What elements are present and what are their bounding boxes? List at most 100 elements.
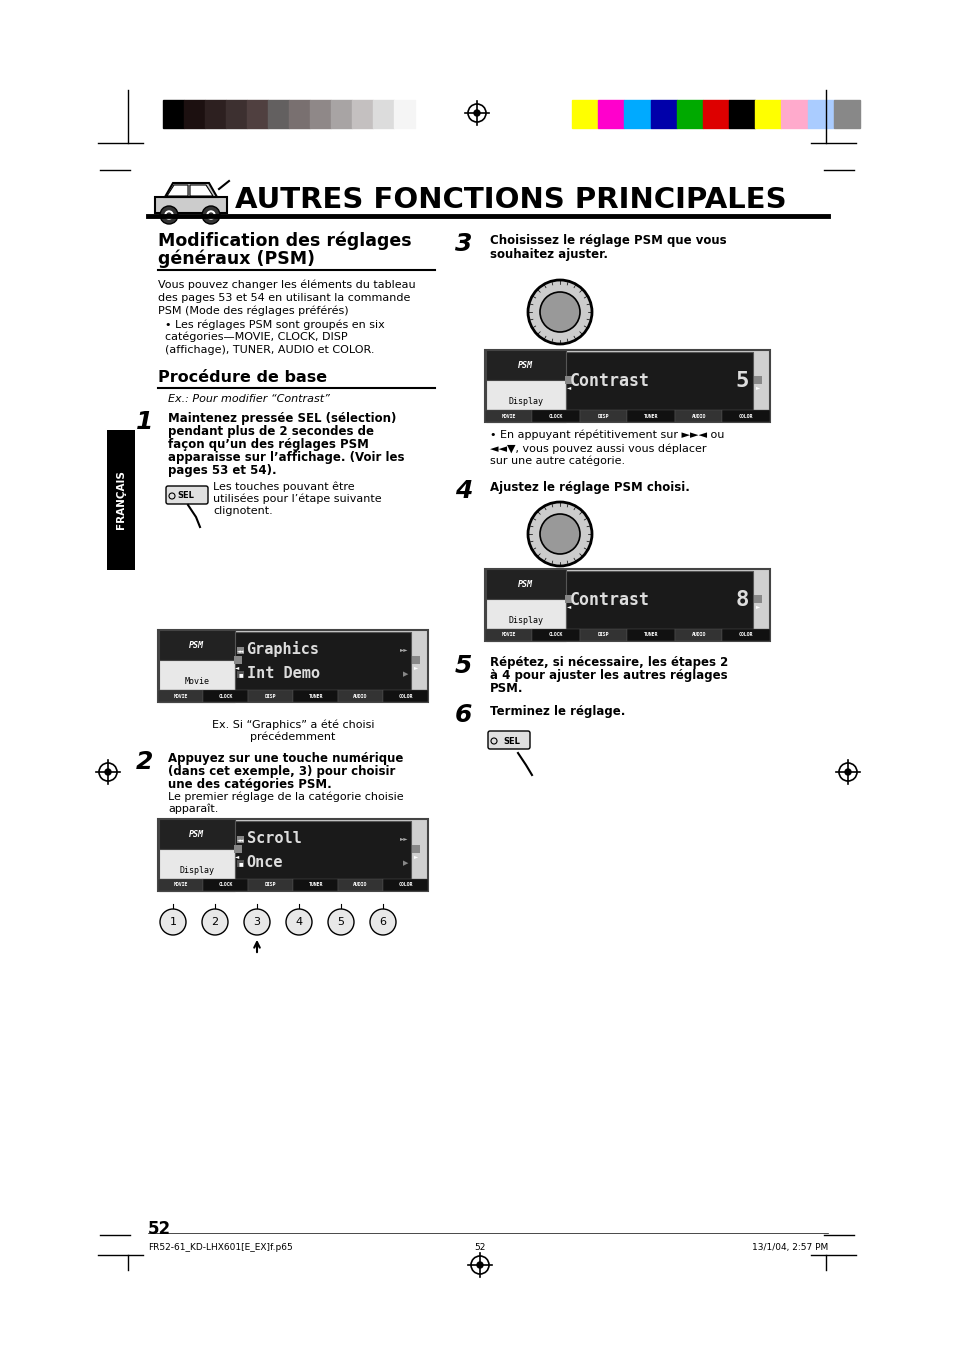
Bar bbox=[203, 880, 248, 892]
Text: AUTRES FONCTIONS PRINCIPALES: AUTRES FONCTIONS PRINCIPALES bbox=[234, 186, 786, 213]
Text: (affichage), TUNER, AUDIO et COLOR.: (affichage), TUNER, AUDIO et COLOR. bbox=[158, 345, 375, 355]
Text: 1: 1 bbox=[170, 917, 176, 927]
Text: TUNER: TUNER bbox=[643, 413, 658, 419]
Bar bbox=[728, 100, 755, 128]
Text: PSM: PSM bbox=[517, 580, 533, 589]
Bar bbox=[158, 880, 428, 892]
Bar bbox=[565, 571, 752, 630]
Text: ►: ► bbox=[755, 604, 760, 609]
Bar bbox=[675, 630, 721, 640]
Bar bbox=[532, 409, 579, 422]
Text: 52: 52 bbox=[148, 1220, 171, 1238]
Text: Appuyez sur une touche numérique: Appuyez sur une touche numérique bbox=[168, 753, 403, 765]
Bar bbox=[158, 819, 428, 892]
Text: AUDIO: AUDIO bbox=[691, 632, 705, 638]
Bar bbox=[394, 100, 415, 128]
Bar bbox=[627, 409, 675, 422]
Bar bbox=[598, 100, 623, 128]
Text: Display: Display bbox=[508, 397, 543, 405]
Bar bbox=[184, 100, 205, 128]
Text: 5: 5 bbox=[337, 917, 344, 927]
Text: 5: 5 bbox=[455, 654, 472, 678]
Text: sur une autre catégorie.: sur une autre catégorie. bbox=[490, 457, 624, 466]
Text: ■: ■ bbox=[238, 861, 243, 866]
Circle shape bbox=[328, 909, 354, 935]
Text: PSM: PSM bbox=[517, 361, 533, 370]
Text: Ajustez le réglage PSM choisi.: Ajustez le réglage PSM choisi. bbox=[490, 481, 689, 494]
Text: MOVIE: MOVIE bbox=[173, 693, 188, 698]
Text: ◄: ◄ bbox=[235, 666, 239, 670]
Bar bbox=[485, 350, 565, 380]
Text: • En appuyant répétitivement sur ►►◄ ou: • En appuyant répétitivement sur ►►◄ ou bbox=[490, 430, 723, 440]
Bar bbox=[627, 630, 675, 640]
Bar bbox=[158, 690, 203, 703]
Bar bbox=[337, 880, 382, 892]
Bar bbox=[721, 409, 769, 422]
Bar bbox=[755, 100, 781, 128]
Text: catégories—MOVIE, CLOCK, DISP: catégories—MOVIE, CLOCK, DISP bbox=[158, 332, 347, 343]
Circle shape bbox=[539, 292, 579, 332]
Bar bbox=[675, 409, 721, 422]
Text: Répétez, si nécessaire, les étapes 2: Répétez, si nécessaire, les étapes 2 bbox=[490, 657, 727, 669]
Bar bbox=[412, 655, 419, 663]
Text: DISP: DISP bbox=[598, 413, 609, 419]
Text: TUNER: TUNER bbox=[308, 693, 322, 698]
Text: 13/1/04, 2:57 PM: 13/1/04, 2:57 PM bbox=[751, 1243, 827, 1252]
Text: CLOCK: CLOCK bbox=[549, 413, 563, 419]
Text: Display: Display bbox=[179, 866, 214, 874]
Text: PSM: PSM bbox=[189, 640, 204, 650]
Text: COLOR: COLOR bbox=[739, 632, 753, 638]
Text: PSM.: PSM. bbox=[490, 682, 523, 694]
Bar bbox=[484, 409, 532, 422]
Bar bbox=[807, 100, 833, 128]
Text: AUDIO: AUDIO bbox=[353, 882, 367, 888]
Bar bbox=[702, 100, 728, 128]
Bar bbox=[572, 100, 598, 128]
Bar bbox=[236, 859, 243, 866]
Circle shape bbox=[209, 213, 213, 218]
Text: MOVIE: MOVIE bbox=[173, 882, 188, 888]
Bar bbox=[159, 850, 234, 892]
Bar bbox=[107, 430, 135, 570]
Text: 2: 2 bbox=[212, 917, 218, 927]
Text: ◄◄: ◄◄ bbox=[236, 838, 244, 843]
Bar bbox=[248, 690, 293, 703]
Text: MOVIE: MOVIE bbox=[501, 413, 516, 419]
Text: AUDIO: AUDIO bbox=[353, 693, 367, 698]
Bar bbox=[226, 100, 247, 128]
Bar bbox=[485, 569, 565, 600]
Text: AUDIO: AUDIO bbox=[691, 413, 705, 419]
Circle shape bbox=[476, 1262, 482, 1269]
Text: Contrast: Contrast bbox=[569, 590, 649, 609]
Text: 8: 8 bbox=[735, 590, 748, 611]
Text: Contrast: Contrast bbox=[569, 372, 649, 390]
Text: 4: 4 bbox=[455, 480, 472, 503]
Polygon shape bbox=[154, 197, 227, 213]
Bar bbox=[159, 819, 234, 850]
Text: Le premier réglage de la catégorie choisie: Le premier réglage de la catégorie chois… bbox=[168, 790, 403, 801]
Text: ▶: ▶ bbox=[402, 859, 408, 866]
Bar bbox=[158, 690, 428, 703]
Text: ◄: ◄ bbox=[566, 604, 570, 609]
Text: Scroll: Scroll bbox=[246, 831, 301, 846]
Bar bbox=[485, 600, 565, 640]
FancyBboxPatch shape bbox=[166, 486, 208, 504]
Bar bbox=[753, 594, 761, 603]
Text: PSM (Mode des réglages préférés): PSM (Mode des réglages préférés) bbox=[158, 305, 348, 316]
Circle shape bbox=[160, 205, 178, 224]
Text: PSM: PSM bbox=[189, 830, 204, 839]
Text: ►►: ►► bbox=[399, 647, 408, 653]
Text: DISP: DISP bbox=[265, 693, 276, 698]
Bar bbox=[248, 880, 293, 892]
Bar bbox=[236, 836, 243, 843]
Text: Display: Display bbox=[508, 616, 543, 624]
Bar bbox=[159, 630, 234, 661]
Text: 6: 6 bbox=[455, 703, 472, 727]
Text: DISP: DISP bbox=[598, 632, 609, 638]
Text: CLOCK: CLOCK bbox=[549, 632, 563, 638]
Bar bbox=[484, 409, 769, 422]
Circle shape bbox=[370, 909, 395, 935]
Circle shape bbox=[202, 205, 220, 224]
Text: Terminez le réglage.: Terminez le réglage. bbox=[490, 705, 625, 717]
Bar bbox=[236, 670, 243, 678]
